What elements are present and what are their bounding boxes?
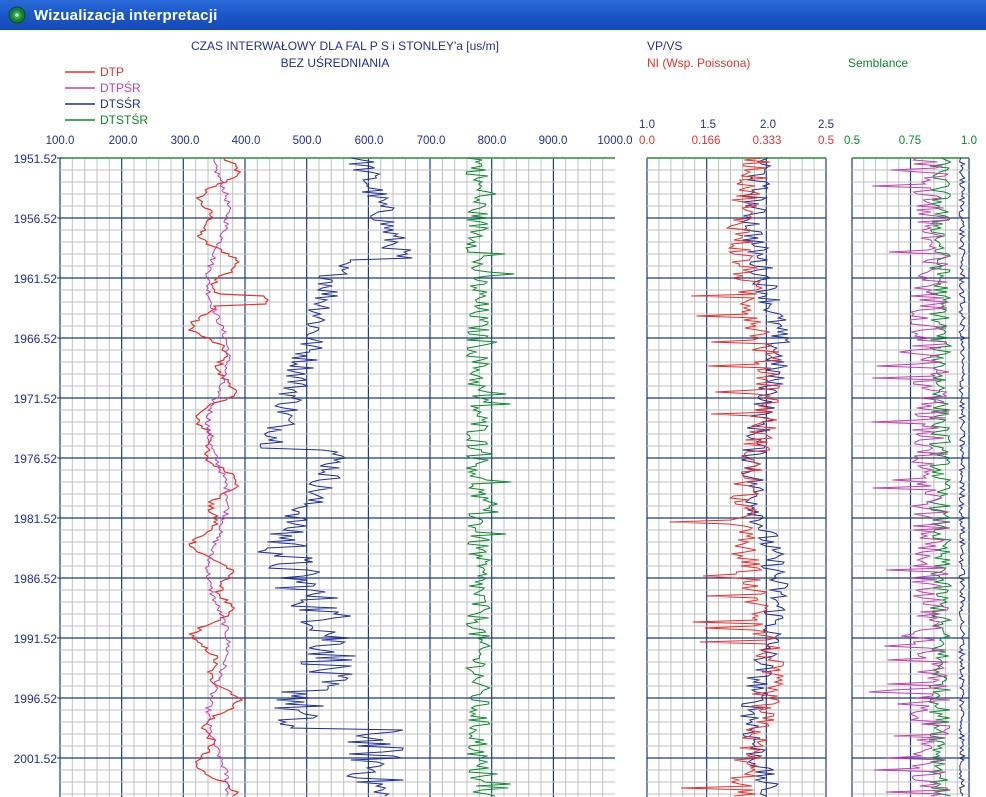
depth-label-0: 1951.52 xyxy=(14,152,58,166)
depth-label-2: 1961.52 xyxy=(14,272,58,286)
vpvs-curve xyxy=(740,157,791,797)
p2-ni-tick-1: 0.166 xyxy=(692,135,721,147)
p1-tick-0: 100.0 xyxy=(46,135,75,147)
panel1-title-line2: BEZ UŚREDNIANIA xyxy=(281,55,390,70)
panel3-semblance-label: Semblance xyxy=(848,56,908,70)
well-log-plot[interactable]: CZAS INTERWAŁOWY DLA FAL P S i STONLEY'a… xyxy=(0,30,986,797)
p1-tick-6: 700.0 xyxy=(417,135,446,147)
p1-tick-3: 400.0 xyxy=(232,135,261,147)
depth-label-6: 1981.52 xyxy=(14,512,58,526)
dtssr-curve xyxy=(257,157,413,797)
depth-label-9: 1996.52 xyxy=(14,692,58,706)
p3-tick-1: 0.75 xyxy=(899,135,921,147)
p1-tick-7: 800.0 xyxy=(478,135,507,147)
panel2-vpvs-label: VP/VS xyxy=(647,39,682,53)
depth-label-4: 1971.52 xyxy=(14,392,58,406)
window-title: Wizualizacja interpretacji xyxy=(34,6,218,24)
depth-label-3: 1966.52 xyxy=(14,332,58,346)
title-bar[interactable]: Wizualizacja interpretacji xyxy=(0,0,986,30)
p1-tick-9: 1000.0 xyxy=(597,135,632,147)
panel1-x-axis: 100.0 200.0 300.0 400.0 500.0 600.0 700.… xyxy=(46,135,633,147)
panel2-x-axis: 1.0 1.5 2.0 2.5 0.0 0.166 0.333 0.5 xyxy=(639,119,834,147)
ni-curve xyxy=(669,157,785,797)
p1-tick-1: 200.0 xyxy=(109,135,138,147)
panel2-grid xyxy=(646,157,827,797)
p1-tick-2: 300.0 xyxy=(171,135,200,147)
legend-label-dtssr: DTSŚR xyxy=(100,96,141,111)
panel1-legend: DTP DTPŚR DTSŚR DTSTŚR xyxy=(65,65,148,127)
panel3-grid xyxy=(851,157,970,797)
p2-vpvs-tick-1: 1.5 xyxy=(700,119,716,131)
panel2-ni-label: NI (Wsp. Poissona) xyxy=(647,56,750,70)
depth-label-5: 1976.52 xyxy=(14,452,58,466)
dtp-curve xyxy=(187,157,269,797)
depth-label-10: 2001.52 xyxy=(14,752,58,766)
legend-label-dtpsr: DTPŚR xyxy=(100,80,141,95)
panel1-title-line1: CZAS INTERWAŁOWY DLA FAL P S i STONLEY'a… xyxy=(191,39,499,53)
app-logo-icon xyxy=(8,6,26,24)
p1-tick-8: 900.0 xyxy=(539,135,568,147)
p2-vpvs-tick-2: 2.0 xyxy=(760,119,776,131)
p3-tick-0: 0.5 xyxy=(844,135,860,147)
plot-grids xyxy=(57,157,970,797)
p2-vpvs-tick-3: 2.5 xyxy=(818,119,834,131)
depth-label-7: 1986.52 xyxy=(14,572,58,586)
p2-ni-tick-0: 0.0 xyxy=(639,135,655,147)
semblance-magenta-curve xyxy=(868,157,951,797)
semblance-green-curve xyxy=(927,157,953,797)
depth-label-8: 1991.52 xyxy=(14,632,58,646)
p3-tick-2: 1.0 xyxy=(961,135,977,147)
depth-axis: 1951.52 1956.52 1961.52 1966.52 1971.52 … xyxy=(14,152,58,766)
panel3-x-axis: 0.5 0.75 1.0 xyxy=(844,135,977,147)
p2-ni-tick-3: 0.5 xyxy=(818,135,834,147)
dtpsr-curve xyxy=(204,157,232,797)
panel1-grid-bg xyxy=(60,158,615,797)
panel1-grid xyxy=(59,157,615,797)
panel2-grid-bg xyxy=(647,158,826,797)
p1-tick-5: 600.0 xyxy=(355,135,384,147)
p1-tick-4: 500.0 xyxy=(293,135,322,147)
depth-label-1: 1956.52 xyxy=(14,212,58,226)
legend-label-dtp: DTP xyxy=(100,65,124,79)
p2-ni-tick-2: 0.333 xyxy=(753,135,782,147)
semblance-blue-curve xyxy=(957,157,967,797)
p2-vpvs-tick-0: 1.0 xyxy=(639,119,655,131)
legend-label-dtstsr: DTSTŚR xyxy=(100,112,148,127)
log-curves xyxy=(187,157,967,797)
dtstsr-curve xyxy=(464,157,515,797)
